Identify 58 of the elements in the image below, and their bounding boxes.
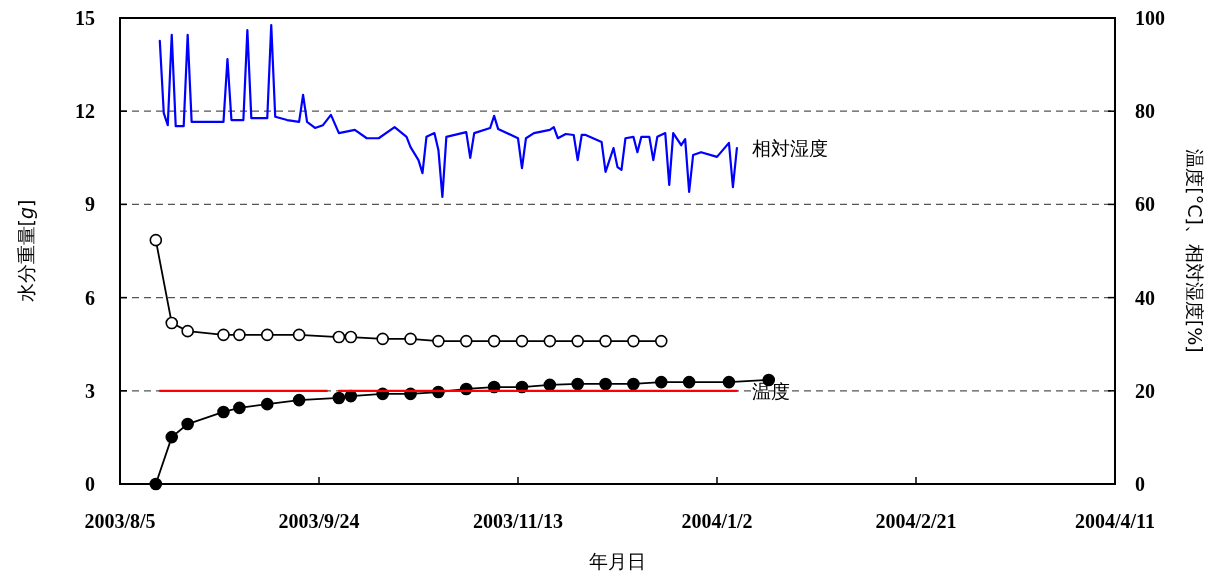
y-tick-label: 3 [85,379,95,402]
point [571,334,584,348]
point [599,334,612,348]
y2-tick-label: 0 [1135,473,1145,495]
x-tick-label: 2004/1/2 [681,510,753,532]
point [627,334,640,348]
y2-tick-label: 20 [1135,379,1155,402]
point [722,375,736,389]
point [149,233,163,247]
point [571,377,584,391]
y-tick-label: 9 [85,193,95,216]
series-label: 温度 [751,379,790,402]
point [181,417,194,431]
point [432,334,445,348]
point [332,391,346,405]
line-series [158,23,738,199]
point [217,328,230,342]
x-tick-label: 2004/2/21 [875,510,957,532]
x-tick-label: 2004/4/11 [1074,510,1156,532]
y2-tick-label: 80 [1135,100,1155,123]
point [181,324,194,338]
point [165,430,179,444]
point [376,332,389,346]
point [682,375,696,389]
y-tick-label: 6 [85,286,95,309]
point [654,334,668,348]
x-tick-label: 2003/9/24 [278,510,360,532]
point [332,330,346,344]
y2-tick-label: 40 [1135,286,1155,309]
point [233,328,246,342]
x-tick-label: 2003/8/5 [84,510,156,532]
point [627,377,640,391]
point [260,328,274,342]
y2-tick-label: 100 [1135,7,1165,29]
point [233,401,246,415]
point [543,334,557,348]
point [543,378,557,392]
point [515,334,529,348]
point [654,375,668,389]
point [487,334,501,348]
point [599,377,612,391]
x-tick-label: 2003/11/13 [472,510,564,532]
point [404,332,417,346]
y-tick-label: 12 [75,100,95,123]
point [344,330,358,344]
y2-tick-label: 60 [1135,193,1155,216]
x-axis-title: 年月日 [589,550,646,572]
point [292,328,306,342]
series-label: 相対湿度 [751,137,828,160]
point [165,316,179,330]
y-axis-title: 水分重量[g] [15,199,37,303]
y-tick-label: 15 [75,7,95,29]
point [292,393,306,407]
point [217,405,230,419]
point [459,334,473,348]
y2-axis-title: 温度[°C]、相対湿度[%] [1184,149,1206,353]
y-tick-label: 0 [85,473,95,495]
point [260,397,274,411]
